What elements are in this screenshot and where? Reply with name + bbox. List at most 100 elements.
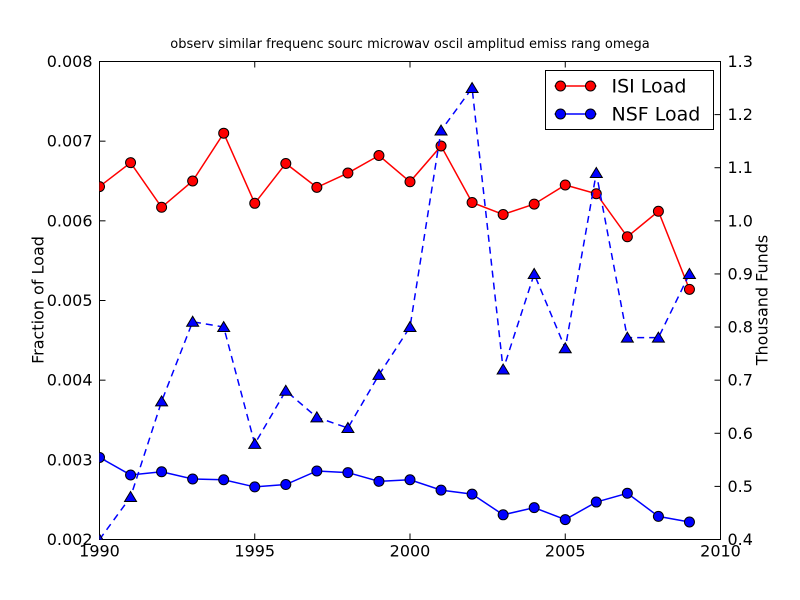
y-tick-label-right: 0.7: [728, 371, 753, 390]
x-tick-label: 1990: [79, 542, 120, 561]
thousand-funds-marker-triangle-up: [620, 331, 635, 343]
isi-load-marker-circle: [621, 231, 633, 243]
chart-title: observ similar frequenc sourc microwav o…: [170, 37, 650, 52]
y-tick-label-left: 0.008: [47, 52, 93, 71]
right-axis-ticks: [714, 61, 721, 540]
nsf-load-marker-circle: [156, 466, 168, 478]
legend: ISI Load NSF Load: [545, 70, 714, 130]
isi-load-marker-circle: [280, 157, 292, 169]
x-axis-ticks: [99, 61, 721, 540]
x-tick-label: 2010: [700, 542, 741, 561]
thousand-funds-marker-triangle-up: [154, 394, 169, 407]
isi-load-marker-circle: [435, 140, 447, 152]
isi-load-marker-circle: [342, 167, 354, 179]
isi-load-marker-circle: [590, 188, 602, 200]
nsf-load-marker-circle: [683, 516, 695, 528]
thousand-funds-marker-triangle-up: [123, 490, 138, 503]
legend-entry-isi-load: ISI Load: [554, 76, 687, 98]
nsf-load-marker-circle: [218, 474, 230, 486]
y-tick-label-right: 1.3: [728, 52, 753, 71]
thousand-funds-marker-triangle-up: [465, 81, 479, 94]
isi-load-marker-circle: [249, 197, 261, 209]
x-axis-tick-labels: 1990 1995 2000 2005 2010: [79, 542, 741, 561]
isi-load-marker-circle: [125, 157, 137, 169]
thousand-funds-marker-triangle-up: [309, 410, 324, 423]
legend-label: NSF Load: [612, 104, 701, 126]
y-tick-label-left: 0.003: [47, 450, 93, 469]
nsf-load-marker-circle: [652, 510, 664, 522]
thousand-funds-marker-triangle-up: [372, 368, 386, 380]
isi-load-marker-circle: [497, 208, 509, 220]
y-tick-label-right: 0.9: [728, 264, 753, 283]
nsf-load-marker-circle: [342, 467, 354, 479]
thousand-funds-marker-triangle-up: [247, 437, 262, 449]
y-tick-label-right: 0.5: [728, 477, 753, 496]
thousand-funds-marker-triangle-up: [496, 363, 511, 375]
x-tick-label: 2000: [390, 542, 431, 561]
left-axis-tick-labels: 0.002 0.003 0.004 0.005 0.006 0.007 0.008: [47, 52, 93, 549]
nsf-load-marker-circle: [311, 465, 323, 477]
nsf-load-marker-circle: [187, 473, 199, 485]
series-thousand-funds: [99, 81, 697, 540]
thousand-funds-marker-triangle-up: [589, 166, 604, 179]
series-nsf-load: [99, 451, 695, 528]
thousand-funds-marker-triangle-up: [558, 341, 573, 354]
y-tick-label-right: 1.0: [728, 211, 753, 230]
thousand-funds-marker-triangle-up: [682, 267, 697, 279]
isi-load-marker-circle: [187, 175, 199, 187]
nsf-load-marker-circle: [125, 469, 137, 481]
legend-label: ISI Load: [612, 76, 687, 98]
nsf-load-marker-circle: [404, 474, 416, 486]
y-tick-label-left: 0.002: [47, 530, 93, 549]
legend-entry-nsf-load: NSF Load: [554, 104, 701, 126]
left-axis-label: Fraction of Load: [28, 236, 48, 364]
isi-load-marker-circle: [404, 176, 416, 188]
thousand-funds-marker-triangle-up: [651, 331, 666, 343]
nsf-load-marker-circle: [621, 487, 633, 499]
y-tick-label-left: 0.005: [47, 291, 93, 310]
nsf-load-marker-circle: [249, 481, 261, 493]
y-tick-label-right: 1.1: [728, 158, 753, 177]
nsf-load-marker-circle: [528, 502, 540, 514]
thousand-funds-marker-triangle-up: [527, 267, 542, 279]
y-tick-label-left: 0.007: [47, 132, 93, 151]
right-axis-tick-labels: 0.4 0.5 0.6 0.7 0.8 0.9 1.0 1.1 1.2 1.3: [728, 52, 753, 549]
right-axis-label: Thousand Funds: [752, 234, 772, 366]
isi-load-marker-circle: [528, 198, 540, 210]
nsf-load-marker-circle: [590, 496, 602, 508]
isi-load-marker-circle: [218, 127, 230, 139]
thousand-funds-marker-triangle-up: [99, 533, 104, 540]
y-tick-label-right: 0.4: [728, 530, 753, 549]
thousand-funds-marker-triangle-up: [341, 421, 355, 433]
isi-load-marker-circle: [373, 150, 385, 162]
isi-load-marker-circle: [99, 181, 105, 193]
nsf-load-marker-circle: [497, 509, 509, 521]
isi-load-marker-circle: [652, 205, 664, 217]
thousand-funds-marker-triangle-up: [278, 384, 293, 396]
thousand-funds-marker-triangle-up: [216, 320, 231, 333]
thousand-funds-marker-triangle-up: [185, 315, 200, 327]
thousand-funds-marker-triangle-up: [434, 124, 448, 136]
y-tick-label-right: 0.6: [728, 424, 753, 443]
y-tick-label-right: 1.2: [728, 105, 753, 124]
y-tick-label-left: 0.004: [47, 371, 93, 390]
nsf-load-marker-circle: [559, 514, 571, 526]
isi-load-marker-circle: [156, 201, 168, 213]
isi-load-marker-circle: [559, 179, 571, 191]
nsf-load-marker-circle: [373, 475, 385, 487]
thousand-funds-line: [99, 86, 691, 540]
isi-load-marker-circle: [683, 283, 695, 295]
x-tick-label: 2005: [545, 542, 586, 561]
isi-load-marker-circle: [466, 197, 478, 209]
nsf-load-marker-circle: [99, 451, 105, 463]
thousand-funds-marker-triangle-up: [403, 320, 417, 333]
nsf-load-marker-circle: [280, 479, 292, 491]
nsf-load-marker-circle: [435, 484, 447, 496]
y-tick-label-left: 0.006: [47, 211, 93, 230]
series-isi-load: [99, 127, 695, 295]
nsf-load-marker-circle: [466, 488, 478, 500]
x-tick-label: 1995: [234, 542, 275, 561]
plot-area: [99, 61, 721, 540]
